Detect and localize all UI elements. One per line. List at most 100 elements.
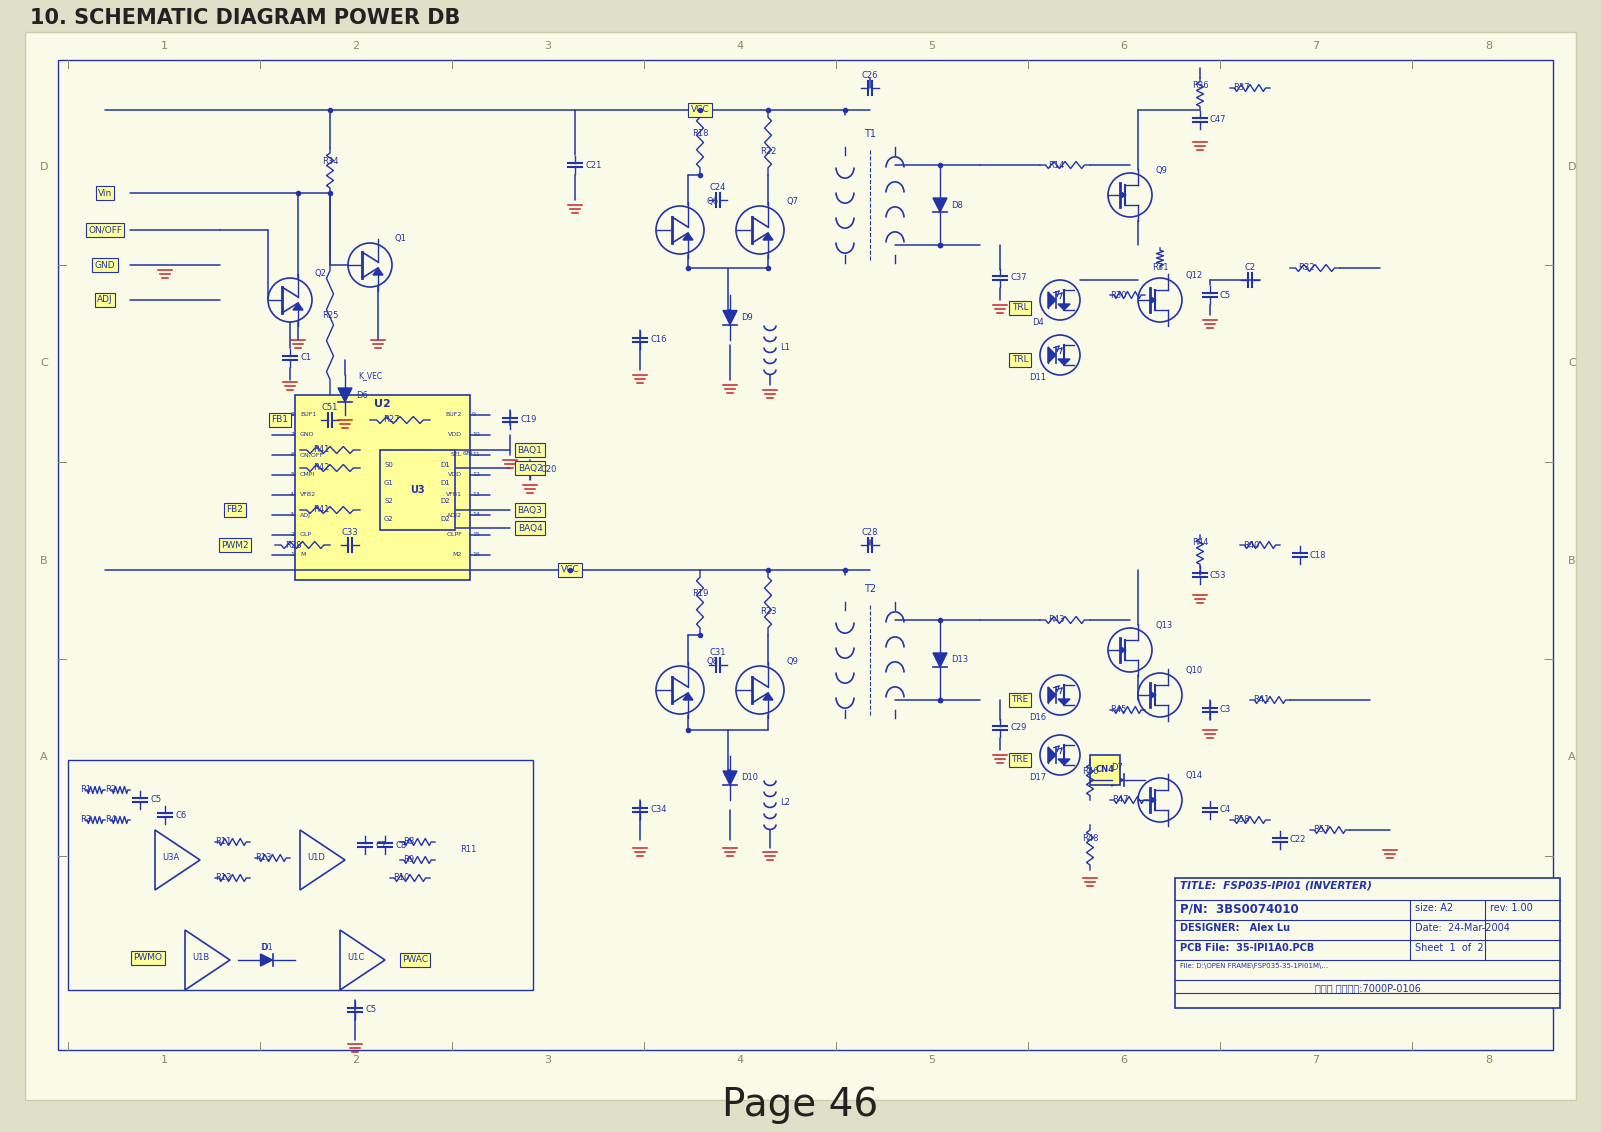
- Text: Date:  24-Mar-2004: Date: 24-Mar-2004: [1415, 923, 1510, 933]
- Text: 9: 9: [472, 412, 475, 418]
- Text: ADJ: ADJ: [299, 513, 311, 517]
- Text: C3: C3: [1220, 705, 1231, 714]
- Text: D: D: [1567, 162, 1577, 172]
- Text: R22: R22: [760, 147, 776, 156]
- Text: R2: R2: [106, 786, 117, 795]
- Text: VDD: VDD: [448, 472, 463, 478]
- Text: D11: D11: [1029, 374, 1047, 381]
- Polygon shape: [1049, 292, 1057, 308]
- Text: C5: C5: [150, 796, 162, 805]
- Polygon shape: [1121, 192, 1126, 198]
- Text: FB2: FB2: [227, 506, 243, 515]
- Text: rev: 1.00: rev: 1.00: [1491, 903, 1532, 914]
- Text: 13: 13: [472, 492, 480, 497]
- Polygon shape: [1058, 758, 1069, 765]
- Text: D6: D6: [355, 391, 368, 400]
- Polygon shape: [1058, 305, 1069, 310]
- Text: R23: R23: [760, 607, 776, 616]
- Text: 8: 8: [290, 412, 295, 418]
- Text: C4: C4: [1220, 806, 1231, 815]
- Bar: [58, 60, 1553, 1050]
- Text: Q7: Q7: [786, 197, 797, 206]
- Text: R44: R44: [1191, 538, 1209, 547]
- Text: TRL: TRL: [1012, 355, 1028, 365]
- Text: C28: C28: [861, 528, 879, 537]
- Text: VCC: VCC: [690, 105, 709, 114]
- Text: R42: R42: [312, 463, 330, 472]
- Text: R10: R10: [392, 874, 410, 883]
- Polygon shape: [338, 388, 352, 402]
- Text: TRL: TRL: [1012, 303, 1028, 312]
- Text: C20: C20: [540, 465, 557, 474]
- Text: B: B: [40, 556, 48, 566]
- Text: 7: 7: [1313, 1055, 1319, 1065]
- Polygon shape: [1151, 297, 1156, 303]
- Text: TITLE:  FSP035-IPI01 (INVERTER): TITLE: FSP035-IPI01 (INVERTER): [1180, 881, 1372, 891]
- Text: 2: 2: [290, 532, 295, 538]
- Polygon shape: [1049, 747, 1057, 763]
- Text: 1: 1: [160, 41, 168, 51]
- Text: R11: R11: [215, 838, 232, 847]
- Text: CN4: CN4: [1095, 765, 1114, 774]
- Text: R57: R57: [1313, 825, 1329, 834]
- Text: BAQ4: BAQ4: [517, 523, 543, 532]
- Text: L2: L2: [780, 798, 789, 807]
- Text: 6: 6: [1121, 1055, 1127, 1065]
- Text: C7: C7: [375, 840, 386, 849]
- Text: S2: S2: [384, 498, 392, 504]
- Text: R14: R14: [1047, 161, 1065, 170]
- Text: Vin: Vin: [98, 189, 112, 197]
- Text: OLPF: OLPF: [447, 532, 463, 538]
- Text: Sheet  1  of  2: Sheet 1 of 2: [1415, 943, 1484, 953]
- Text: R40: R40: [1242, 540, 1260, 549]
- Text: C16: C16: [650, 335, 666, 344]
- Polygon shape: [1111, 774, 1124, 786]
- Text: U1D: U1D: [307, 854, 325, 863]
- Text: VFB1: VFB1: [447, 492, 463, 497]
- Polygon shape: [724, 771, 736, 784]
- Text: U2: U2: [375, 398, 391, 409]
- Text: PWMO: PWMO: [133, 953, 162, 962]
- Polygon shape: [764, 233, 773, 240]
- Text: D1: D1: [440, 462, 450, 468]
- Text: 7: 7: [290, 432, 295, 437]
- Text: BUF1: BUF1: [299, 412, 317, 418]
- Text: C8: C8: [395, 840, 407, 849]
- Polygon shape: [1058, 698, 1069, 705]
- Text: K_VEC: K_VEC: [359, 371, 383, 380]
- Text: R12: R12: [215, 874, 232, 883]
- Text: TRE: TRE: [1012, 755, 1028, 764]
- Text: ON/OFF: ON/OFF: [88, 225, 122, 234]
- Text: ADJ: ADJ: [98, 295, 112, 305]
- Text: D17: D17: [1029, 773, 1047, 782]
- Text: U3A: U3A: [162, 854, 179, 863]
- Text: ON/OFF: ON/OFF: [299, 453, 323, 457]
- Text: D13: D13: [951, 655, 969, 664]
- Text: D4: D4: [1033, 318, 1044, 327]
- Text: 5: 5: [290, 472, 295, 478]
- Text: GND: GND: [299, 432, 314, 437]
- Text: U1C: U1C: [347, 953, 365, 962]
- Text: 7: 7: [464, 451, 469, 456]
- Text: R41: R41: [1254, 695, 1270, 704]
- Text: 6: 6: [290, 453, 295, 457]
- Text: size: A2: size: A2: [1415, 903, 1454, 914]
- Text: C2: C2: [1244, 263, 1255, 272]
- Polygon shape: [261, 954, 272, 966]
- Text: B: B: [1569, 556, 1575, 566]
- Text: R8: R8: [403, 838, 415, 847]
- Text: BAQ2: BAQ2: [517, 463, 543, 472]
- Text: C51: C51: [322, 403, 338, 412]
- Text: 16: 16: [472, 552, 480, 557]
- Text: PWAC: PWAC: [402, 955, 427, 964]
- Text: SEL: SEL: [451, 453, 463, 457]
- Text: D8: D8: [951, 200, 962, 209]
- Text: Page 46: Page 46: [722, 1086, 877, 1124]
- Text: C24: C24: [709, 183, 727, 192]
- Polygon shape: [724, 310, 736, 325]
- Text: DESIGNER:   Alex Lu: DESIGNER: Alex Lu: [1180, 923, 1290, 933]
- Text: C: C: [1567, 359, 1575, 369]
- Text: D: D: [40, 162, 48, 172]
- Text: C21: C21: [584, 161, 602, 170]
- Text: D9: D9: [741, 314, 752, 321]
